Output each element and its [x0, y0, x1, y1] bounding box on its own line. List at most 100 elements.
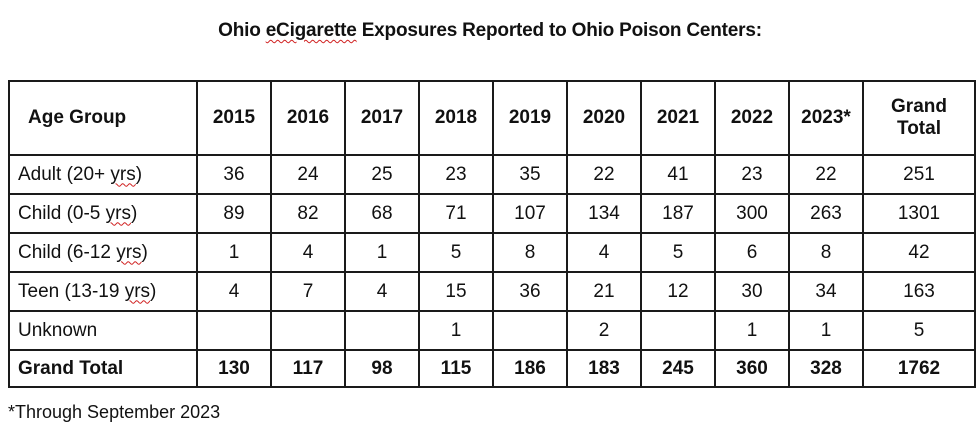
header-age-group: Age Group — [8, 80, 198, 156]
row-label: Teen (13-19 yrs) — [8, 271, 198, 312]
table-cell — [344, 310, 420, 351]
table-cell: 1 — [418, 310, 494, 351]
table-row: Adult (20+ yrs) 36 24 25 23 35 22 41 23 22 251 — [8, 154, 976, 195]
table-row: Child (0-5 yrs) 89 82 68 71 107 134 187 300 263 13… — [8, 193, 976, 234]
table-cell: 82 — [270, 193, 346, 234]
row-grand-total-cell: 1301 — [862, 193, 976, 234]
header-year: 2020 — [566, 80, 642, 156]
row-label-spellcheck-word: yrs — [105, 202, 131, 224]
title-suffix: Exposures Reported to Ohio Poison Center… — [356, 20, 762, 41]
exposures-table: Age Group 2015 2016 2017 2018 2019 2020 … — [8, 80, 976, 388]
table-cell: 25 — [344, 154, 420, 195]
table-cell: 4 — [566, 232, 642, 273]
table-body: Adult (20+ yrs) 36 24 25 23 35 22 41 23 22 251 Chil… — [8, 154, 976, 388]
header-year: 2018 — [418, 80, 494, 156]
overall-grand-total-cell: 1762 — [862, 349, 976, 388]
table-cell: 36 — [492, 271, 568, 312]
header-year: 2015 — [196, 80, 272, 156]
table-cell: 1 — [196, 232, 272, 273]
header-grand-total-line2: Total — [897, 118, 941, 139]
row-label-suffix: ) — [150, 280, 157, 302]
table-cell: 134 — [566, 193, 642, 234]
table-cell: 22 — [566, 154, 642, 195]
header-year: 2019 — [492, 80, 568, 156]
table-cell: 4 — [196, 271, 272, 312]
row-label: Child (6-12 yrs) — [8, 232, 198, 273]
table-cell: 263 — [788, 193, 864, 234]
table-cell: 8 — [788, 232, 864, 273]
table-cell: 2 — [566, 310, 642, 351]
table-cell: 41 — [640, 154, 716, 195]
table-cell — [640, 310, 716, 351]
row-label-text: Unknown — [18, 319, 98, 341]
footnote: *Through September 2023 — [8, 402, 221, 422]
header-year: 2021 — [640, 80, 716, 156]
table-cell: 187 — [640, 193, 716, 234]
table-cell: 24 — [270, 154, 346, 195]
row-label-text: Teen (13-19 — [18, 280, 125, 302]
table-cell: 1 — [788, 310, 864, 351]
table-cell: 35 — [492, 154, 568, 195]
grand-total-cell: 117 — [270, 349, 346, 388]
table-cell: 23 — [714, 154, 790, 195]
grand-total-cell: 186 — [492, 349, 568, 388]
table-cell: 89 — [196, 193, 272, 234]
table-cell: 6 — [714, 232, 790, 273]
row-grand-total-cell: 163 — [862, 271, 976, 312]
table-row: Unknown 1 2 1 1 5 — [8, 310, 976, 351]
row-label-text: Child (0-5 — [18, 202, 106, 224]
table-cell — [270, 310, 346, 351]
row-grand-total-cell: 251 — [862, 154, 976, 195]
table-cell: 4 — [344, 271, 420, 312]
table-cell: 23 — [418, 154, 494, 195]
row-label: Unknown — [8, 310, 198, 351]
table-cell — [492, 310, 568, 351]
page-title: Ohio eCigarette Exposures Reported to Oh… — [0, 20, 980, 42]
row-label-text: Adult (20+ — [18, 163, 111, 185]
grand-total-label: Grand Total — [8, 349, 198, 388]
table-cell: 30 — [714, 271, 790, 312]
grand-total-cell: 183 — [566, 349, 642, 388]
header-year: 2023* — [788, 80, 864, 156]
row-grand-total-cell: 5 — [862, 310, 976, 351]
table-cell: 8 — [492, 232, 568, 273]
title-prefix: Ohio — [218, 20, 266, 41]
table-cell: 300 — [714, 193, 790, 234]
grand-total-cell: 98 — [344, 349, 420, 388]
table-cell: 7 — [270, 271, 346, 312]
row-label-spellcheck-word: yrs — [110, 163, 136, 185]
table-cell: 15 — [418, 271, 494, 312]
grand-total-cell: 115 — [418, 349, 494, 388]
row-grand-total-cell: 42 — [862, 232, 976, 273]
header-year: 2017 — [344, 80, 420, 156]
grand-total-cell: 360 — [714, 349, 790, 388]
row-label-suffix: ) — [135, 163, 143, 185]
table-cell: 71 — [418, 193, 494, 234]
grand-total-row: Grand Total 130 117 98 115 186 183 245 360 328 176… — [8, 349, 976, 388]
table-cell: 22 — [788, 154, 864, 195]
table-cell: 36 — [196, 154, 272, 195]
table-cell: 4 — [270, 232, 346, 273]
table-row: Child (6-12 yrs) 1 4 1 5 8 4 5 6 8 42 — [8, 232, 976, 273]
row-label-suffix: ) — [130, 202, 138, 224]
grand-total-cell: 328 — [788, 349, 864, 388]
row-label: Child (0-5 yrs) — [8, 193, 198, 234]
table-row: Teen (13-19 yrs) 4 7 4 15 36 21 12 30 34 163 — [8, 271, 976, 312]
grand-total-cell: 245 — [640, 349, 716, 388]
table-cell — [196, 310, 272, 351]
table-cell: 21 — [566, 271, 642, 312]
row-label-spellcheck-word: yrs — [116, 241, 142, 263]
grand-total-cell: 130 — [196, 349, 272, 388]
table-cell: 1 — [714, 310, 790, 351]
title-spellcheck-word: eCigarette — [265, 20, 357, 41]
row-label-suffix: ) — [141, 241, 148, 263]
table-cell: 5 — [640, 232, 716, 273]
table-cell: 34 — [788, 271, 864, 312]
row-label-text: Child (6-12 — [18, 241, 117, 263]
header-grand-total: Grand Total — [862, 80, 976, 156]
table-cell: 107 — [492, 193, 568, 234]
header-year: 2022 — [714, 80, 790, 156]
table-cell: 5 — [418, 232, 494, 273]
table-cell: 12 — [640, 271, 716, 312]
table-cell: 1 — [344, 232, 420, 273]
